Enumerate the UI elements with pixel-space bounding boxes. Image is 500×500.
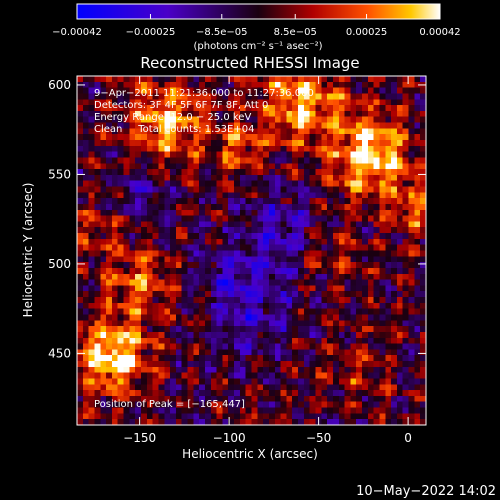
colorbar-tick-label: 0.00042: [419, 27, 460, 38]
colorbar-units-label: (photons cm⁻² s⁻¹ asec⁻²): [193, 41, 322, 52]
x-axis-ticks: −150 −100 −50 0: [123, 76, 412, 445]
observation-info: 9−Apr−2011 11:21:36.000 to 11:27:36.000 …: [94, 88, 314, 135]
colorbar-tick-label: 0.00025: [346, 27, 387, 38]
y-axis-ticks: 450 500 550 600: [48, 78, 426, 360]
x-tick-label: −150: [123, 431, 156, 445]
annotation-clean-counts: Clean Total counts: 1.53E+04: [94, 124, 254, 135]
colorbar-tick-label: −0.00025: [126, 27, 176, 38]
peak-position-label: Position of Peak = [−165,447]: [94, 399, 245, 410]
x-tick-label: 0: [404, 431, 412, 445]
x-tick-label: −50: [306, 431, 331, 445]
y-tick-label: 450: [48, 346, 71, 360]
colorbar: −0.00042 −0.00025 −8.5e−05 8.5e−05 0.00025 0.…: [52, 3, 461, 52]
y-tick-label: 500: [48, 257, 71, 271]
colorbar-tick-label: 8.5e−05: [274, 27, 317, 38]
y-tick-label: 600: [48, 78, 71, 92]
y-axis-label: Heliocentric Y (arcsec): [21, 183, 35, 318]
heatmap-image: [77, 76, 426, 425]
colorbar-gradient: [76, 3, 441, 20]
timestamp: 10−May−2022 14:02: [356, 484, 496, 499]
plot-frame: [76, 75, 427, 426]
x-axis-label: Heliocentric X (arcsec): [182, 447, 318, 461]
colorbar-tick-label: −0.00042: [52, 27, 102, 38]
colorbar-tick-label: −8.5e−05: [196, 27, 248, 38]
annotation-detectors: Detectors: 3F 4F 5F 6F 7F 8F, Att 0: [94, 100, 268, 111]
annotation-energy-range: Energy Range: 12.0 − 25.0 keV: [94, 112, 251, 123]
y-tick-label: 550: [48, 167, 71, 181]
x-tick-label: −100: [213, 431, 246, 445]
colorbar-ticks: −0.00042 −0.00025 −8.5e−05 8.5e−05 0.00025 0.…: [52, 14, 461, 38]
chart-title: Reconstructed RHESSI Image: [140, 54, 359, 72]
annotation-time-range: 9−Apr−2011 11:21:36.000 to 11:27:36.000: [94, 88, 314, 99]
